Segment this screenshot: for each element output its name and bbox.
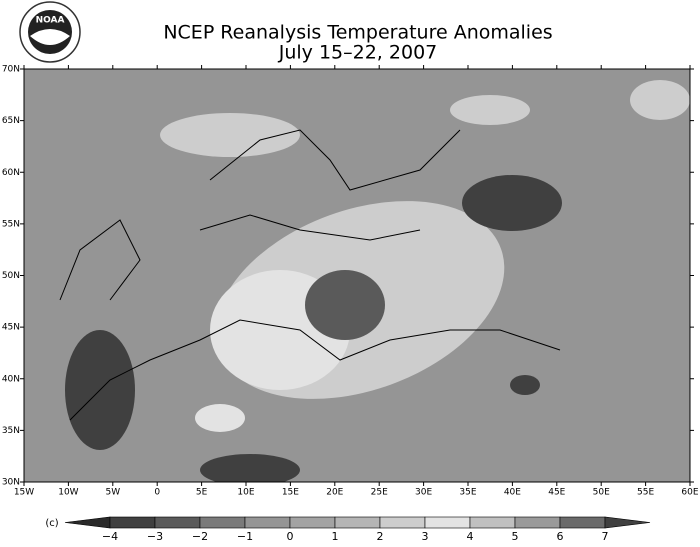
lat-label: 55N bbox=[2, 219, 20, 229]
title: NCEP Reanalysis Temperature Anomalies bbox=[163, 22, 552, 44]
colorbar-label: 4 bbox=[467, 530, 474, 543]
lon-label: 10W bbox=[58, 488, 78, 498]
lon-label: 45E bbox=[548, 488, 565, 498]
coastlines bbox=[59, 129, 561, 421]
lon-label: 40E bbox=[504, 488, 521, 498]
lat-label: 60N bbox=[2, 168, 20, 178]
lat-label: 45N bbox=[2, 323, 20, 333]
colorbar-label: 5 bbox=[512, 530, 519, 543]
colorbar-label: −4 bbox=[102, 530, 118, 543]
warm-ne bbox=[630, 80, 690, 120]
lon-label: 25E bbox=[371, 488, 388, 498]
lat-label: 50N bbox=[2, 271, 20, 281]
colorbar-segment bbox=[379, 516, 426, 529]
colorbar-arrow-high bbox=[604, 516, 651, 529]
colorbar-segment bbox=[109, 516, 156, 529]
warm-north bbox=[160, 113, 300, 157]
lon-label: 5E bbox=[196, 488, 208, 498]
colorbar-label: −2 bbox=[192, 530, 208, 543]
colorbar-segment bbox=[289, 516, 336, 529]
cool-east bbox=[462, 175, 562, 231]
colorbar-segment bbox=[334, 516, 381, 529]
logo-text: NOAA bbox=[36, 16, 65, 26]
colorbar-unit: (c) bbox=[45, 518, 58, 529]
colorbar-segment bbox=[154, 516, 201, 529]
warm-africa bbox=[195, 404, 245, 432]
lat-label: 65N bbox=[2, 116, 20, 126]
cool-south bbox=[200, 454, 300, 482]
lon-label: 55E bbox=[637, 488, 654, 498]
colorbar-label: 0 bbox=[287, 530, 294, 543]
lon-label: 10E bbox=[237, 488, 254, 498]
lon-label: 50E bbox=[593, 488, 610, 498]
lon-label: 60E bbox=[681, 488, 698, 498]
logo-bird bbox=[30, 29, 70, 45]
colorbar-segment bbox=[244, 516, 291, 529]
lat-label: 35N bbox=[2, 426, 20, 436]
colorbar: −4 −3 −2 −1 0 1 2 3 4 5 6 7 bbox=[64, 516, 651, 543]
colorbar-label: 2 bbox=[377, 530, 384, 543]
cool-core bbox=[305, 270, 385, 340]
colorbar-label: 1 bbox=[332, 530, 339, 543]
lon-label: 15W bbox=[14, 488, 34, 498]
warm-nnw bbox=[450, 95, 530, 125]
lat-label: 70N bbox=[2, 65, 20, 75]
colorbar-label: −3 bbox=[147, 530, 163, 543]
logo: NOAA bbox=[19, 1, 81, 63]
lon-label: 35E bbox=[459, 488, 476, 498]
lon-label: 5W bbox=[105, 488, 120, 498]
colorbar-label: 3 bbox=[422, 530, 429, 543]
lon-label: 15E bbox=[282, 488, 299, 498]
colorbar-label: 6 bbox=[557, 530, 564, 543]
map-field bbox=[24, 69, 690, 482]
colorbar-segment bbox=[199, 516, 246, 529]
subtitle: July 15–22, 2007 bbox=[278, 42, 438, 64]
lon-label: 0 bbox=[154, 488, 160, 498]
lon-label: 20E bbox=[326, 488, 343, 498]
lat-label: 30N bbox=[2, 478, 20, 488]
colorbar-segment bbox=[514, 516, 561, 529]
colorbar-label: 7 bbox=[602, 530, 609, 543]
colorbar-label: −1 bbox=[237, 530, 253, 543]
colorbar-segment bbox=[424, 516, 471, 529]
lat-label: 40N bbox=[2, 374, 20, 384]
colorbar-segment bbox=[559, 516, 606, 529]
cool-caspian bbox=[510, 375, 540, 395]
lon-label: 30E bbox=[415, 488, 432, 498]
colorbar-segment bbox=[469, 516, 516, 529]
